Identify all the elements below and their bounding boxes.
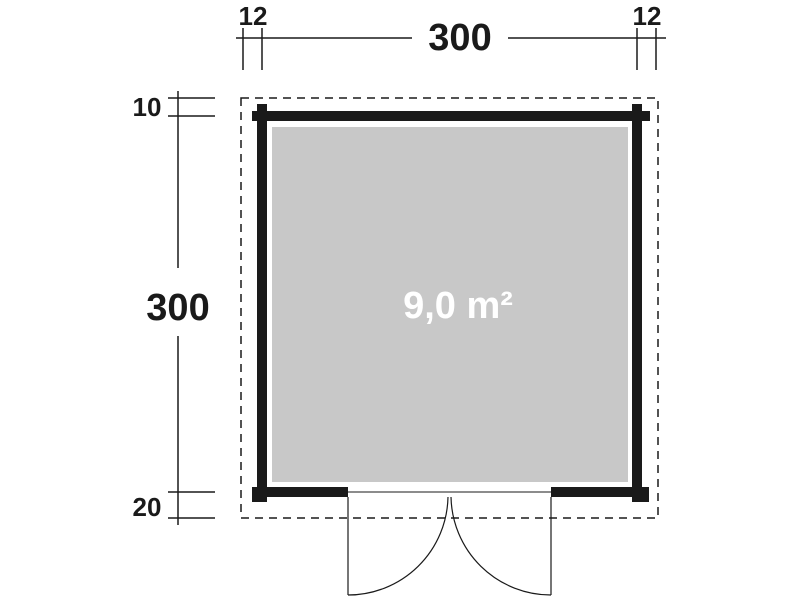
dim-label-depth: 300 <box>146 287 209 329</box>
dimension-width <box>236 28 666 70</box>
floor-area <box>272 127 628 482</box>
walls <box>252 104 650 502</box>
roof-outline <box>240 97 659 519</box>
dim-label-top-right: 12 <box>633 1 662 31</box>
dim-label-width: 300 <box>428 17 491 59</box>
wall-right <box>632 104 642 502</box>
double-door <box>347 496 552 596</box>
dim-label-top-left: 12 <box>239 1 268 31</box>
wall-left <box>257 104 267 502</box>
door-swing-right <box>450 496 552 596</box>
wall-bottom-left <box>252 487 348 497</box>
dim-label-bottom-overhang: 20 <box>133 492 162 522</box>
dim-label-top-overhang: 10 <box>133 92 162 122</box>
corner-top-left <box>257 104 267 121</box>
dimension-depth <box>168 91 215 525</box>
corner-bottom-right <box>632 487 649 502</box>
floor-area-label: 9,0 m² <box>403 285 513 327</box>
door-swing-left <box>347 496 449 596</box>
wall-top <box>252 111 650 121</box>
corner-top-right <box>632 104 642 121</box>
wall-bottom-right <box>551 487 649 497</box>
corner-bottom-left <box>252 487 267 502</box>
